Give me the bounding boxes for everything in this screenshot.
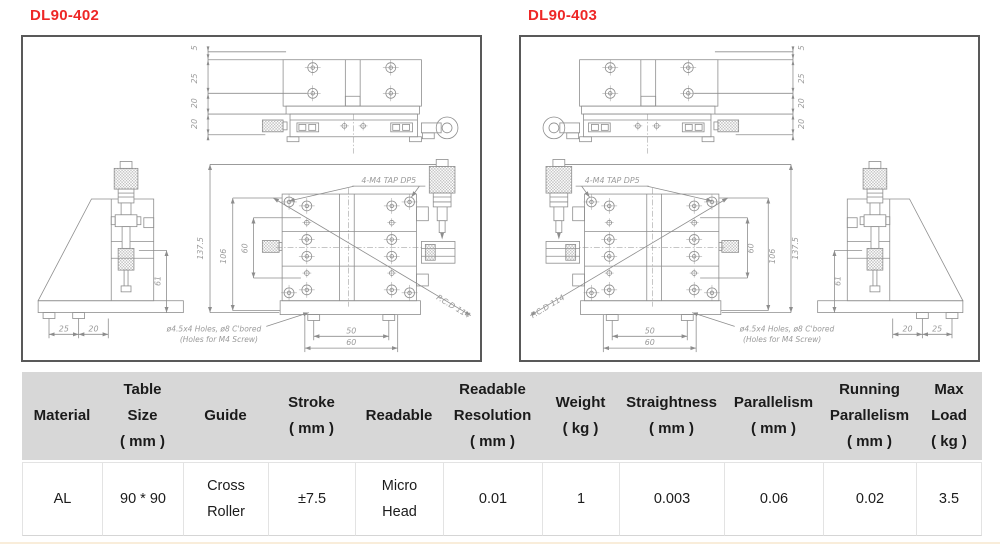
header-weight: Weight ( kg ) — [555, 393, 606, 437]
dim-label-50: 50 — [645, 326, 655, 335]
dim-label-25: 25 — [190, 73, 199, 83]
spec-table-data-row: AL 90 * 90 Cross Roller ±7.5 Micro Head … — [22, 462, 982, 536]
dim-label-20: 20 — [797, 98, 806, 108]
stage-drawing-geometry — [38, 46, 471, 352]
dim-label-20: 20 — [190, 98, 199, 108]
dim-label-25: 25 — [59, 324, 69, 333]
header-straightness: Straightness ( mm ) — [626, 393, 717, 437]
value-stroke: ±7.5 — [268, 462, 355, 536]
header-stroke: Stroke ( mm ) — [288, 393, 335, 437]
value-straightness: 0.003 — [619, 462, 724, 536]
header-running-parallelism: Running Parallelism ( mm ) — [829, 380, 910, 451]
drawing-title-dl90-402: DL90-402 — [30, 7, 100, 24]
drawing-title-dl90-403: DL90-403 — [528, 7, 598, 24]
dim-label-20: 20 — [903, 324, 913, 333]
page-bottom-divider — [0, 542, 1000, 544]
dim-label-60: 60 — [645, 338, 655, 347]
dim-label-50: 50 — [346, 326, 356, 335]
dim-label-61: 61 — [154, 276, 163, 286]
dim-label-137-5: 137.5 — [791, 237, 800, 260]
drawing-box-dl90-402: 5 25 20 20 137.5 106 60 61 25 20 50 60 4… — [21, 35, 482, 362]
value-readable-resolution: 0.01 — [443, 462, 542, 536]
dim-label-60: 60 — [746, 243, 755, 253]
dim-label-25: 25 — [797, 73, 806, 83]
holes-note-line1: ø4.5x4 Holes, ø8 C'bored — [739, 324, 835, 333]
dim-label-61: 61 — [833, 276, 842, 286]
stage-drawing-dl90-403: 5 25 20 20 137.5 106 60 61 25 20 50 60 4… — [529, 45, 978, 360]
value-readable: Micro Head — [355, 462, 443, 536]
dim-label-137-5: 137.5 — [196, 237, 205, 260]
header-material: Material — [33, 406, 91, 424]
header-readable: Readable — [365, 406, 433, 424]
header-parallelism: Parallelism ( mm ) — [733, 393, 814, 437]
spec-table-header-row: Material Table Size ( mm ) Guide Stroke … — [22, 372, 982, 460]
dim-label-60: 60 — [346, 338, 356, 347]
dim-label-20: 20 — [190, 119, 199, 129]
header-max-load: Max Load ( kg ) — [931, 380, 967, 451]
value-table-size: 90 * 90 — [102, 462, 183, 536]
value-material: AL — [22, 462, 102, 536]
header-readable-resolution: Readable Resolution ( mm ) — [453, 380, 532, 451]
value-parallelism: 0.06 — [724, 462, 823, 536]
dim-label-106: 106 — [768, 249, 777, 264]
dim-label-106: 106 — [219, 249, 228, 264]
tap-note: 4-M4 TAP DP5 — [361, 176, 416, 185]
pcd-note: P.C.D 114 — [435, 293, 472, 320]
stage-drawing-dl90-402: 5 25 20 20 137.5 106 60 61 25 20 50 60 4… — [23, 45, 472, 360]
value-weight: 1 — [542, 462, 619, 536]
dim-label-60: 60 — [241, 243, 250, 253]
dim-label-5: 5 — [797, 45, 806, 50]
header-table-size: Table Size ( mm ) — [120, 380, 165, 451]
dim-label-25: 25 — [932, 324, 942, 333]
holes-note-line1: ø4.5x4 Holes, ø8 C'bored — [166, 324, 262, 333]
value-max-load: 3.5 — [916, 462, 982, 536]
dim-label-20: 20 — [88, 324, 98, 333]
stage-drawing-geometry-mirrored — [530, 46, 963, 352]
value-running-parallelism: 0.02 — [823, 462, 916, 536]
holes-note-line2: (Holes for M4 Screw) — [180, 335, 258, 344]
dim-label-20: 20 — [797, 119, 806, 129]
holes-note-line2: (Holes for M4 Screw) — [743, 335, 821, 344]
tap-note: 4-M4 TAP DP5 — [585, 176, 640, 185]
drawing-box-dl90-403: 5 25 20 20 137.5 106 60 61 25 20 50 60 4… — [519, 35, 980, 362]
pcd-note: P.C.D 114 — [529, 293, 566, 320]
spec-table: Material Table Size ( mm ) Guide Stroke … — [22, 372, 982, 536]
value-guide: Cross Roller — [183, 462, 268, 536]
dim-label-5: 5 — [190, 45, 199, 50]
header-guide: Guide — [204, 406, 247, 424]
